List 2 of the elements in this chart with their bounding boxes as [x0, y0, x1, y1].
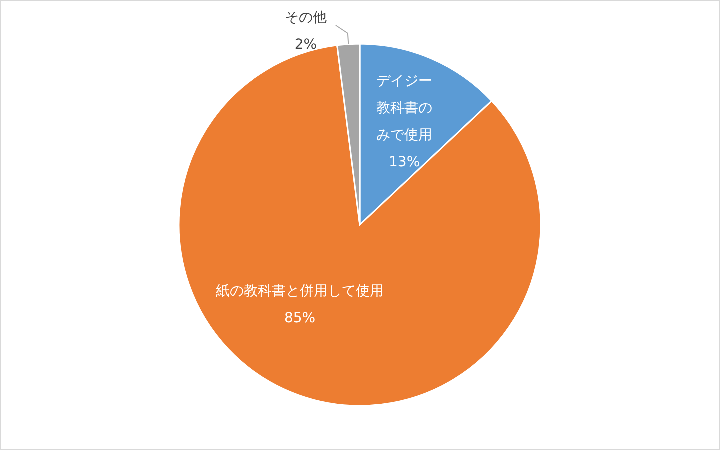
slice-label: その他 — [284, 10, 327, 26]
data-label: 2% — [294, 36, 318, 53]
